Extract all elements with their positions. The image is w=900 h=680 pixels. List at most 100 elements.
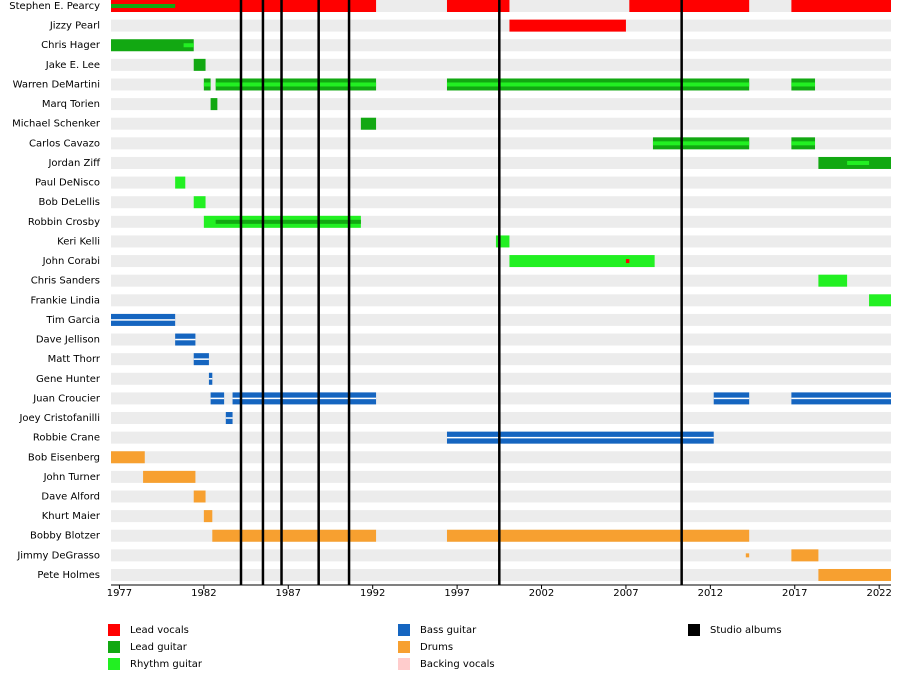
member-name: Joey Cristofanilli bbox=[18, 413, 100, 424]
member-name: John Turner bbox=[43, 472, 101, 483]
legend-swatch bbox=[398, 624, 410, 636]
member-bar bbox=[111, 0, 377, 12]
member-bar bbox=[143, 470, 196, 483]
row-band bbox=[111, 510, 891, 523]
member-bar bbox=[847, 160, 870, 165]
member-bar bbox=[111, 451, 145, 464]
member-bar bbox=[175, 176, 186, 189]
x-tick-label: 2022 bbox=[866, 588, 891, 599]
x-tick-label: 1992 bbox=[360, 588, 385, 599]
member-bar bbox=[183, 43, 194, 48]
x-tick-label: 1982 bbox=[191, 588, 216, 599]
member-name: Robbin Crosby bbox=[28, 217, 100, 228]
x-tick-label: 1977 bbox=[107, 588, 132, 599]
row-band bbox=[111, 451, 891, 464]
row-band bbox=[111, 549, 891, 562]
member-bar bbox=[111, 4, 176, 8]
bar-divider bbox=[446, 436, 714, 439]
member-bar bbox=[625, 259, 630, 264]
bar-divider bbox=[175, 338, 196, 341]
legend-swatch bbox=[108, 641, 120, 653]
bar-divider bbox=[193, 358, 209, 360]
bar-divider bbox=[208, 378, 213, 380]
member-bar bbox=[215, 219, 361, 224]
legend-swatch bbox=[108, 658, 120, 670]
legend-label: Lead guitar bbox=[130, 642, 188, 653]
member-name: Matt Thorr bbox=[48, 354, 101, 365]
member-bar bbox=[193, 196, 206, 209]
member-bar bbox=[791, 0, 891, 12]
member-bar bbox=[203, 510, 213, 523]
bar-divider bbox=[713, 397, 750, 400]
legend-label: Rhythm guitar bbox=[130, 659, 203, 670]
member-name: Michael Schenker bbox=[12, 119, 101, 130]
legend-swatch bbox=[108, 624, 120, 636]
member-bar bbox=[446, 0, 510, 12]
bar-divider bbox=[225, 417, 233, 419]
legend-swatch bbox=[688, 624, 700, 636]
member-name: Jizzy Pearl bbox=[49, 21, 100, 32]
x-tick-label: 2007 bbox=[613, 588, 638, 599]
legend-label: Drums bbox=[420, 642, 453, 653]
row-band bbox=[111, 176, 891, 189]
legend-label: Studio albums bbox=[710, 625, 782, 636]
row-band bbox=[111, 255, 891, 268]
x-tick-label: 1987 bbox=[276, 588, 301, 599]
legend-swatch bbox=[398, 658, 410, 670]
member-name: Chris Sanders bbox=[31, 276, 100, 287]
member-name: John Corabi bbox=[42, 256, 100, 267]
member-name: Dave Jellison bbox=[36, 335, 100, 346]
member-name: Gene Hunter bbox=[36, 374, 101, 385]
x-tick-label: 1997 bbox=[444, 588, 469, 599]
member-bar bbox=[509, 19, 626, 32]
row-band bbox=[111, 392, 891, 405]
member-bar bbox=[203, 82, 211, 87]
member-name: Warren DeMartini bbox=[13, 79, 100, 90]
member-bar bbox=[791, 141, 816, 146]
member-bar bbox=[495, 235, 510, 248]
member-name: Khurt Maier bbox=[42, 511, 101, 522]
legend-label: Lead vocals bbox=[130, 625, 189, 636]
x-tick-label: 2017 bbox=[782, 588, 807, 599]
member-bar bbox=[446, 529, 750, 542]
bar-divider bbox=[210, 397, 225, 400]
member-bar bbox=[111, 39, 194, 52]
row-band bbox=[111, 568, 891, 581]
member-bar bbox=[360, 117, 377, 130]
member-name: Marq Torien bbox=[42, 99, 100, 110]
member-name: Tim Garcia bbox=[45, 315, 100, 326]
member-bar bbox=[215, 82, 377, 87]
member-bar bbox=[193, 58, 206, 71]
row-band bbox=[111, 39, 891, 52]
row-band bbox=[111, 353, 891, 366]
member-name: Juan Croucier bbox=[32, 393, 101, 404]
member-bar bbox=[818, 568, 891, 581]
member-name: Dave Alford bbox=[41, 492, 100, 503]
x-tick-label: 2002 bbox=[529, 588, 554, 599]
row-band bbox=[111, 313, 891, 326]
member-name: Keri Kelli bbox=[57, 236, 100, 247]
member-name: Bobby Blotzer bbox=[30, 531, 101, 542]
row-band bbox=[111, 412, 891, 425]
member-bar bbox=[210, 98, 218, 111]
row-band bbox=[111, 58, 891, 71]
member-bar bbox=[509, 255, 655, 268]
member-bar bbox=[791, 549, 819, 562]
member-name: Paul DeNisco bbox=[35, 178, 100, 189]
x-tick-label: 2012 bbox=[698, 588, 723, 599]
bar-divider bbox=[791, 397, 891, 400]
member-name: Stephen E. Pearcy bbox=[9, 1, 100, 12]
row-band bbox=[111, 19, 891, 32]
legend-swatch bbox=[398, 641, 410, 653]
member-bar bbox=[212, 529, 377, 542]
row-band bbox=[111, 294, 891, 307]
member-name: Bob Eisenberg bbox=[28, 452, 100, 463]
row-band bbox=[111, 137, 891, 150]
member-bar bbox=[446, 82, 750, 87]
legend-label: Backing vocals bbox=[420, 659, 495, 670]
member-bar bbox=[745, 553, 750, 558]
member-bar bbox=[193, 490, 206, 503]
row-band bbox=[111, 333, 891, 346]
